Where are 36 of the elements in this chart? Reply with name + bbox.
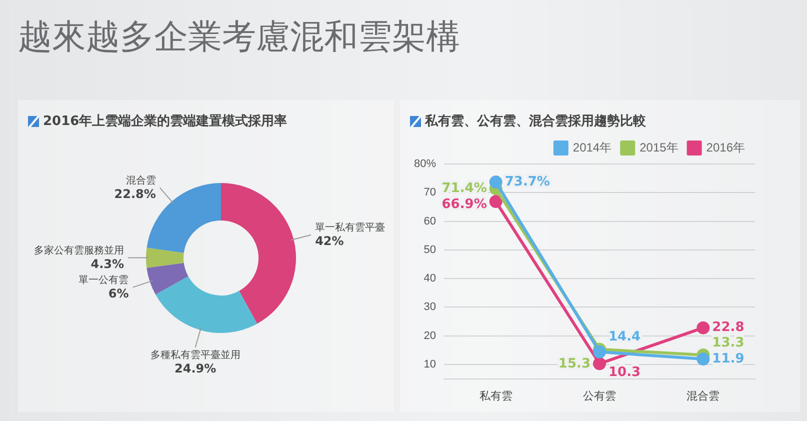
data-label: 4.3% [90, 256, 124, 271]
data-label: 71.4% [442, 181, 487, 196]
data-label: 14.4 [608, 329, 641, 344]
x-tick-label: 私有雲 [479, 390, 512, 402]
y-tick-label: 80% [414, 158, 436, 170]
legend-label: 2014年 [572, 140, 612, 154]
x-tick-label: 混合雲 [686, 389, 720, 402]
y-tick-label: 60 [424, 215, 436, 228]
data-label: 6% [108, 286, 129, 300]
y-tick-label: 40 [424, 272, 436, 285]
legend-label: 2015年 [640, 140, 678, 154]
data-label: 73.7% [504, 174, 550, 190]
text: 越來越多企業考慮混和雲架構 [18, 16, 460, 59]
data-label: 24.9% [174, 362, 216, 376]
y-tick-label: 50 [424, 244, 436, 256]
data-label: 11.9 [712, 351, 744, 366]
slice-label: 混合雲 [126, 174, 156, 186]
data-label: 42% [315, 234, 344, 248]
data-label: 15.3 [558, 356, 591, 372]
data-label: 10.3 [608, 364, 641, 380]
y-tick-label: 30 [424, 301, 436, 314]
chart-title: 私有雲、公有雲、混合雲採用趨勢比較 [425, 113, 646, 130]
chart-title: 2016年上雲端企業的雲端建置模式採用率 [43, 112, 288, 130]
data-label: 22.8 [712, 320, 744, 336]
legend-label: 2016年 [706, 140, 746, 154]
slice-label: 單一公有雲 [78, 274, 129, 286]
x-tick-label: 公有雲 [583, 390, 616, 402]
y-tick-label: 20 [424, 330, 436, 342]
slice-label: 多種私有雲平臺並用 [150, 348, 240, 361]
data-label: 66.9% [442, 196, 487, 212]
y-tick-label: 10 [424, 358, 436, 371]
slice-label: 多家公有雲服務並用 [34, 244, 124, 256]
data-label: 13.3 [712, 335, 744, 350]
y-tick-label: 70 [424, 186, 436, 199]
data-label: 22.8% [114, 186, 156, 201]
slice-label: 單一私有雲平臺 [315, 221, 386, 234]
